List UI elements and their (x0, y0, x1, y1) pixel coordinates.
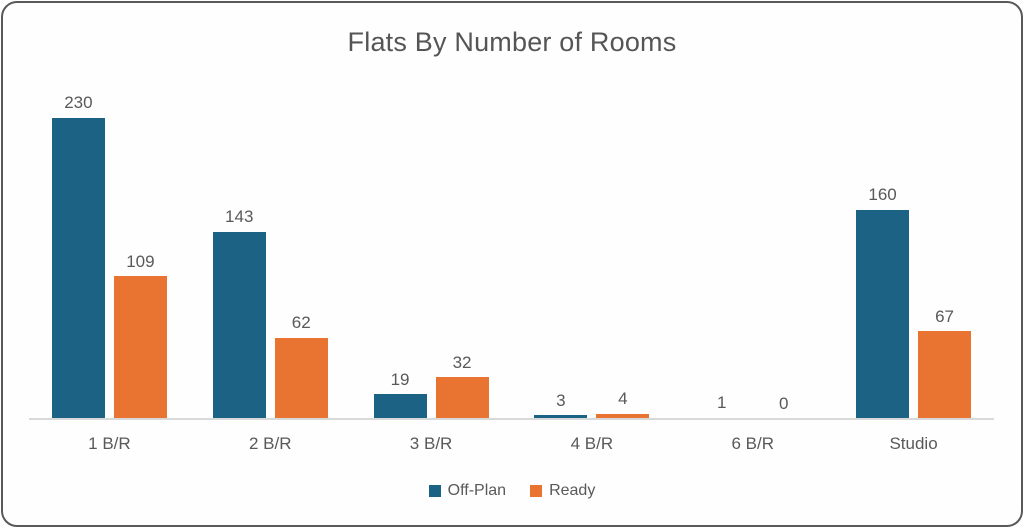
bar-ready-studio (918, 331, 972, 419)
bar-ready-3-b-r (435, 377, 489, 419)
bar-column-off-plan: 160 (856, 185, 910, 419)
bar-group-2-b-r: 143 62 (190, 63, 351, 419)
data-label-ready-4-b-r: 4 (618, 389, 628, 409)
x-axis-label-1-b-r: 1 B/R (88, 434, 131, 453)
bar-column-ready: 62 (274, 313, 328, 419)
data-label-ready-3-b-r: 32 (452, 352, 472, 372)
x-axis-labels: 1 B/R 2 B/R 3 B/R 4 B/R 6 B/R Studio (29, 434, 994, 454)
bar-column-off-plan: 1 (695, 393, 749, 419)
bar-ready-1-b-r (113, 276, 167, 419)
legend-item-ready: Ready (530, 482, 595, 500)
data-label-ready-2-b-r: 62 (291, 313, 311, 333)
data-label-off-plan-2-b-r: 143 (225, 207, 254, 227)
legend-item-off-plan: Off-Plan (428, 482, 507, 500)
bar-off-plan-2-b-r (212, 231, 266, 419)
bar-column-ready: 32 (435, 352, 489, 419)
data-label-off-plan-1-b-r: 230 (64, 93, 93, 113)
bar-ready-2-b-r (274, 337, 328, 419)
bar-off-plan-3-b-r (373, 394, 427, 419)
bar-column-off-plan: 230 (51, 93, 105, 419)
plot-area: 230 109 143 62 19 32 3 4 1 0 160 67 (29, 63, 994, 419)
data-label-off-plan-studio: 160 (868, 185, 897, 205)
x-axis-line (29, 418, 994, 420)
legend-label-off-plan: Off-Plan (447, 482, 507, 499)
bar-column-off-plan: 19 (373, 369, 427, 419)
bar-column-ready: 109 (113, 251, 167, 419)
data-label-off-plan-4-b-r: 3 (556, 390, 566, 410)
x-axis-label-2-b-r: 2 B/R (248, 434, 292, 453)
bar-off-plan-1-b-r (51, 117, 105, 419)
x-axis-label-6-b-r: 6 B/R (731, 434, 774, 453)
bar-ready-4-b-r (596, 413, 650, 419)
bar-group-3-b-r: 19 32 (351, 63, 512, 419)
bar-column-ready: 0 (757, 394, 810, 419)
legend-swatch-off-plan (428, 485, 441, 497)
bar-column-off-plan: 3 (534, 390, 588, 419)
data-label-off-plan-3-b-r: 19 (390, 369, 410, 389)
x-axis-label-4-b-r: 4 B/R (570, 434, 614, 453)
chart-title: Flats By Number of Rooms (347, 27, 677, 57)
bar-group-studio: 160 67 (833, 63, 994, 419)
bar-off-plan-studio (856, 209, 910, 419)
legend-label-ready: Ready (549, 482, 596, 499)
bar-group-1-b-r: 230 109 (29, 63, 190, 419)
x-axis-label-3-b-r: 3 B/R (409, 434, 453, 453)
x-axis-label-studio: Studio (889, 434, 938, 453)
data-label-ready-studio: 67 (935, 306, 954, 326)
bar-off-plan-4-b-r (534, 415, 588, 419)
bar-column-ready: 4 (596, 389, 650, 419)
bar-column-off-plan: 143 (212, 207, 266, 419)
data-label-off-plan-6-b-r: 1 (716, 393, 727, 413)
legend: Off-Plan Ready (3, 482, 1021, 500)
data-label-ready-1-b-r: 109 (126, 251, 155, 271)
bar-column-ready: 67 (918, 306, 972, 419)
data-label-ready-6-b-r: 0 (778, 394, 789, 414)
legend-swatch-ready (530, 485, 543, 497)
